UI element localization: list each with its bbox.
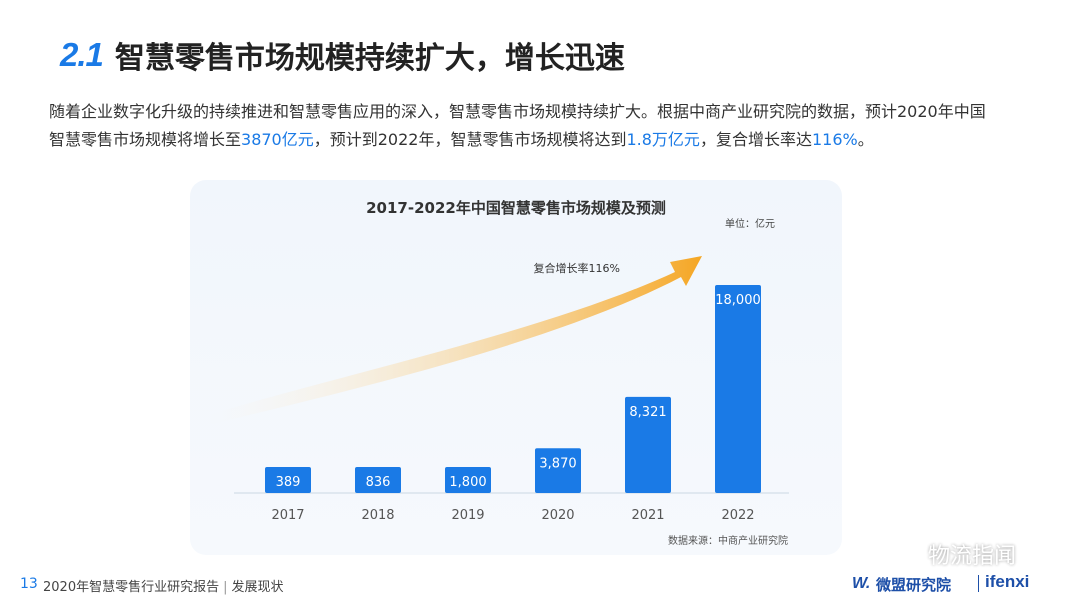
highlight-2020-size: 3870亿元 bbox=[241, 130, 314, 149]
highlight-cagr: 116% bbox=[811, 130, 858, 149]
bar-value-label-2020: 3,870 bbox=[539, 456, 576, 471]
bar-2019 bbox=[445, 467, 491, 493]
x-tick-label-2019: 2019 bbox=[451, 508, 484, 523]
x-tick-label-2020: 2020 bbox=[541, 508, 574, 523]
bar-2022 bbox=[715, 285, 761, 493]
bar-2018 bbox=[355, 467, 401, 493]
bars-group: 389 2017 836 2018 1,800 2019 3,870 2020 8,321 202… bbox=[265, 285, 761, 523]
slide-heading: 2.1 智慧零售市场规模持续扩大，增长迅速 bbox=[60, 30, 625, 80]
bar-value-label-2022: 18,000 bbox=[715, 293, 761, 308]
intro-text-c: ，复合增长率达 bbox=[699, 130, 812, 149]
logo-cn: 微盟研究院 bbox=[876, 576, 952, 594]
bar-2020 bbox=[535, 448, 581, 493]
watermark-text: 物流指闻 bbox=[928, 544, 1017, 569]
x-tick-label-2017: 2017 bbox=[271, 508, 304, 523]
bar-value-label-2021: 8,321 bbox=[629, 405, 666, 420]
footer-section: 发展现状 bbox=[231, 580, 284, 595]
x-tick-label-2022: 2022 bbox=[721, 508, 754, 523]
bar-value-label-2019: 1,800 bbox=[449, 475, 486, 490]
chart-title: 2017-2022年中国智慧零售市场规模及预测 bbox=[366, 199, 666, 217]
watermark: 物流指闻 bbox=[880, 538, 1016, 570]
bar-2021 bbox=[625, 396, 671, 493]
logo-mark: W. bbox=[852, 575, 871, 592]
footer-report: 2020年智慧零售行业研究报告 | 发展现状 bbox=[43, 576, 284, 595]
intro-text-d: 。 bbox=[857, 130, 874, 149]
bar-2017 bbox=[265, 467, 311, 493]
page-number: 13 bbox=[20, 576, 38, 592]
intro-line-2: 智慧零售市场规模将增长至3870亿元，预计到2022年，智慧零售市场规模将达到1… bbox=[49, 126, 1039, 154]
intro-text-a: 智慧零售市场规模将增长至 bbox=[49, 130, 242, 149]
highlight-2022-size: 1.8万亿元 bbox=[626, 130, 700, 149]
bar-value-label-2017: 389 bbox=[276, 475, 301, 490]
unit-label: 单位：亿元 bbox=[725, 217, 775, 230]
growth-arrow bbox=[208, 256, 702, 425]
bar-value-label-2018: 836 bbox=[366, 475, 391, 490]
logo-divider bbox=[978, 575, 979, 592]
chart-card: 2017-2022年中国智慧零售市场规模及预测 单位：亿元 复合增长率116% … bbox=[190, 180, 842, 555]
x-tick-label-2018: 2018 bbox=[361, 508, 394, 523]
intro-paragraph: 随着企业数字化升级的持续推进和智慧零售应用的深入，智慧零售市场规模持续扩大。根据… bbox=[49, 98, 1039, 154]
wechat-icon bbox=[881, 541, 919, 567]
intro-text-b: ，预计到2022年，智慧零售市场规模将达到 bbox=[313, 130, 627, 149]
page-title: 智慧零售市场规模持续扩大，增长迅速 bbox=[114, 41, 625, 76]
bar-chart: 2017-2022年中国智慧零售市场规模及预测 单位：亿元 复合增长率116% … bbox=[208, 199, 789, 547]
x-tick-label-2021: 2021 bbox=[631, 508, 664, 523]
report-name: 2020年智慧零售行业研究报告 bbox=[43, 580, 220, 595]
growth-annotation: 复合增长率116% bbox=[534, 261, 620, 275]
intro-line-1: 随着企业数字化升级的持续推进和智慧零售应用的深入，智慧零售市场规模持续扩大。根据… bbox=[49, 102, 986, 121]
source-label: 数据来源：中商产业研究院 bbox=[668, 534, 788, 547]
section-number: 2.1 bbox=[60, 36, 104, 73]
footer-separator: | bbox=[223, 580, 228, 595]
logo-en: ifenxi bbox=[985, 572, 1030, 591]
